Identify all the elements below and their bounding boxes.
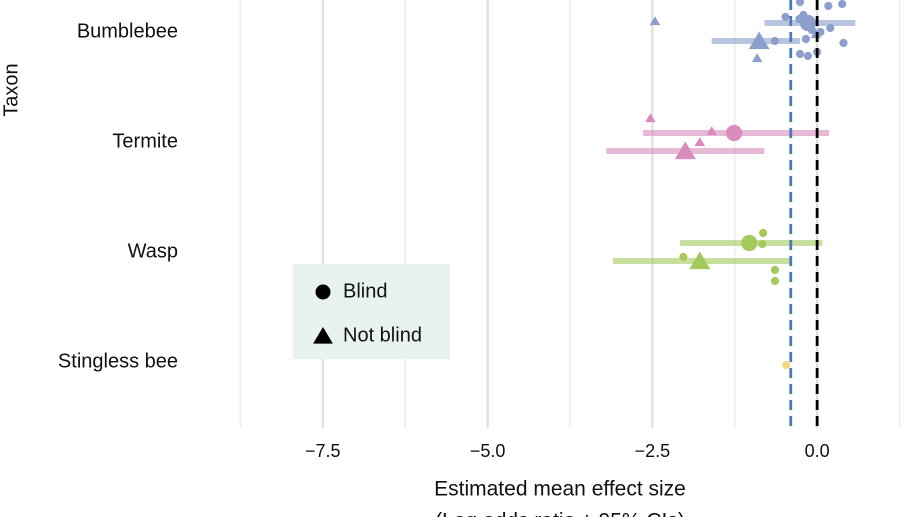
- mean-marker: [799, 14, 816, 32]
- study-point: [803, 51, 812, 61]
- y-axis-title: Taxon: [0, 63, 22, 116]
- mean-marker: [748, 31, 770, 50]
- y-tick-label: Termite: [112, 130, 178, 152]
- x-tick-label: −5.0: [470, 441, 506, 461]
- study-point: [759, 228, 768, 238]
- legend-label: Not blind: [343, 324, 422, 346]
- legend: Blind Not blind: [293, 264, 450, 359]
- mean-marker: [741, 234, 758, 252]
- study-point: [781, 12, 790, 22]
- study-point: [649, 16, 661, 26]
- study-point: [795, 49, 805, 59]
- x-tick-label: 0.0: [805, 441, 830, 461]
- study-point: [782, 360, 791, 370]
- study-point: [751, 53, 763, 63]
- x-axis-title: Estimated mean effect size: [434, 478, 686, 501]
- study-point: [770, 265, 780, 275]
- mean-marker: [726, 124, 743, 142]
- study-point: [770, 276, 780, 286]
- study-point: [645, 113, 656, 123]
- legend-label: Blind: [343, 280, 387, 302]
- legend-symbol: [315, 284, 331, 300]
- study-point: [801, 34, 811, 44]
- y-tick-label: Stingless bee: [58, 350, 178, 372]
- x-axis-title-2: (Log odds ratio ± 95% CIs): [435, 510, 685, 517]
- study-point: [795, 0, 805, 7]
- study-point: [694, 137, 706, 147]
- mean-marker: [674, 141, 696, 160]
- x-tick-label: −2.5: [635, 441, 671, 461]
- legend-symbol: [313, 327, 333, 344]
- y-tick-label: Bumblebee: [77, 20, 178, 42]
- study-point: [824, 1, 833, 11]
- study-point: [838, 0, 847, 9]
- study-point: [839, 38, 848, 48]
- x-tick-label: −7.5: [305, 441, 341, 461]
- mean-marker: [689, 251, 711, 270]
- y-tick-label: Wasp: [128, 240, 178, 262]
